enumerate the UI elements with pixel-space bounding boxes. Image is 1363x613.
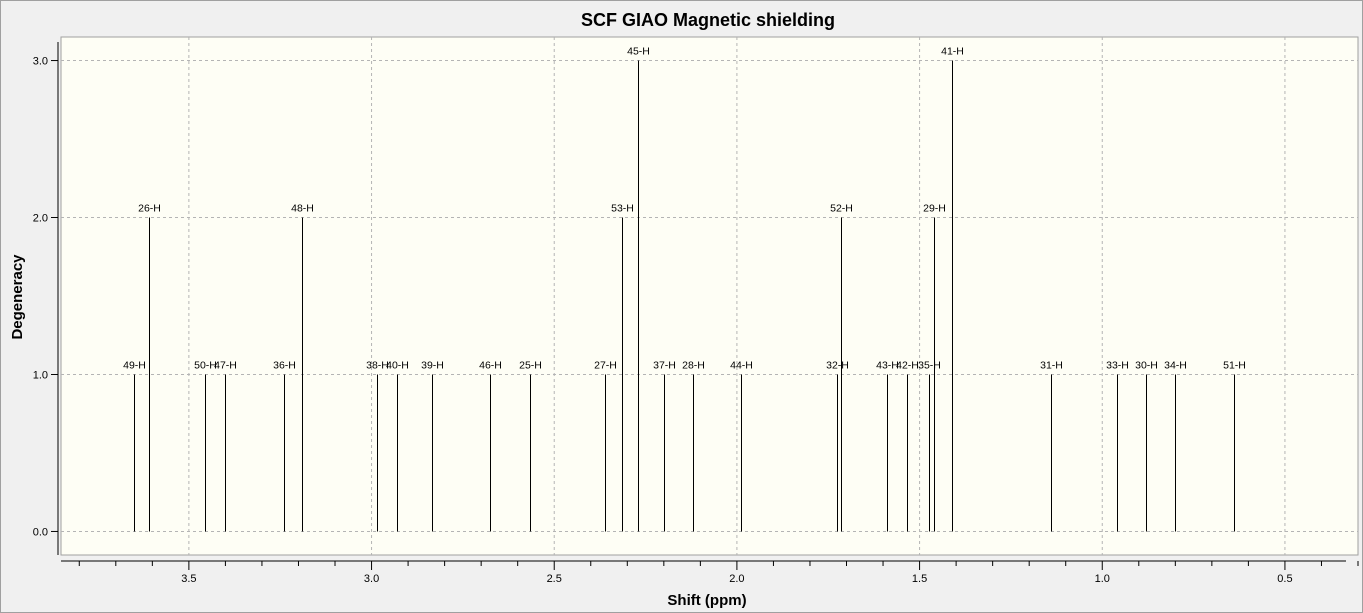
y-tick-label: 2.0 [33,213,48,225]
peak-label: 46-H [479,359,502,371]
peak-label: 37-H [653,359,676,371]
plot-area [60,36,1359,556]
peak-label: 28-H [682,359,705,371]
peak-label: 39-H [421,359,444,371]
peak-label: 32-H [826,359,849,371]
peak-label: 31-H [1040,359,1063,371]
y-tick-label: 1.0 [33,369,48,381]
peak-label: 50-H [194,359,217,371]
peak-label: 29-H [923,203,946,215]
peak-label-layer: 49-H 26-H 50-H47-H 36-H 48-H 38-H40-H 39-H 46-H… [123,46,1246,372]
peak-label: 43-H [876,359,899,371]
peak-label: 27-H [594,359,617,371]
peak-label: 51-H [1223,359,1246,371]
peak-label: 45-H [627,46,650,58]
x-tick-label: 3.0 [364,573,379,585]
peak-label: 53-H [611,203,634,215]
x-axis-label: Shift (ppm) [667,592,746,609]
x-tick-label: 0.5 [1277,573,1292,585]
chart-title: SCF GIAO Magnetic shielding [581,10,835,30]
grid-layer [61,37,1358,555]
x-tick-label: 1.0 [1095,573,1110,585]
x-tick-label: 2.5 [547,573,562,585]
peak-label: 34-H [1164,359,1187,371]
y-tick-label: 0.0 [33,526,48,538]
peak-label: 35-H [918,359,941,371]
peak-label: 26-H [138,203,161,215]
peak-label: 47-H [214,359,237,371]
peak-label: 40-H [386,359,409,371]
stick-layer [134,60,1235,532]
peak-label: 25-H [519,359,542,371]
peak-label: 41-H [941,46,964,58]
x-tick-label: 3.5 [181,573,196,585]
peak-label: 49-H [123,359,146,371]
peak-label: 42-H [896,359,919,371]
axis-layer: 3.5 3.0 2.5 2.0 1.5 1.0 0.5 0.0 1.0 2.0 3.0 [33,42,1359,585]
peak-label: 36-H [273,359,296,371]
x-tick-label: 1.5 [912,573,927,585]
peak-label: 44-H [730,359,753,371]
peak-label: 33-H [1106,359,1129,371]
y-tick-label: 3.0 [33,56,48,68]
y-axis-label: Degeneracy [9,254,26,340]
peak-label: 30-H [1135,359,1158,371]
x-tick-label: 2.0 [729,573,744,585]
peak-label: 48-H [291,203,314,215]
peak-label: 52-H [830,203,853,215]
peak-label: 38-H [366,359,389,371]
